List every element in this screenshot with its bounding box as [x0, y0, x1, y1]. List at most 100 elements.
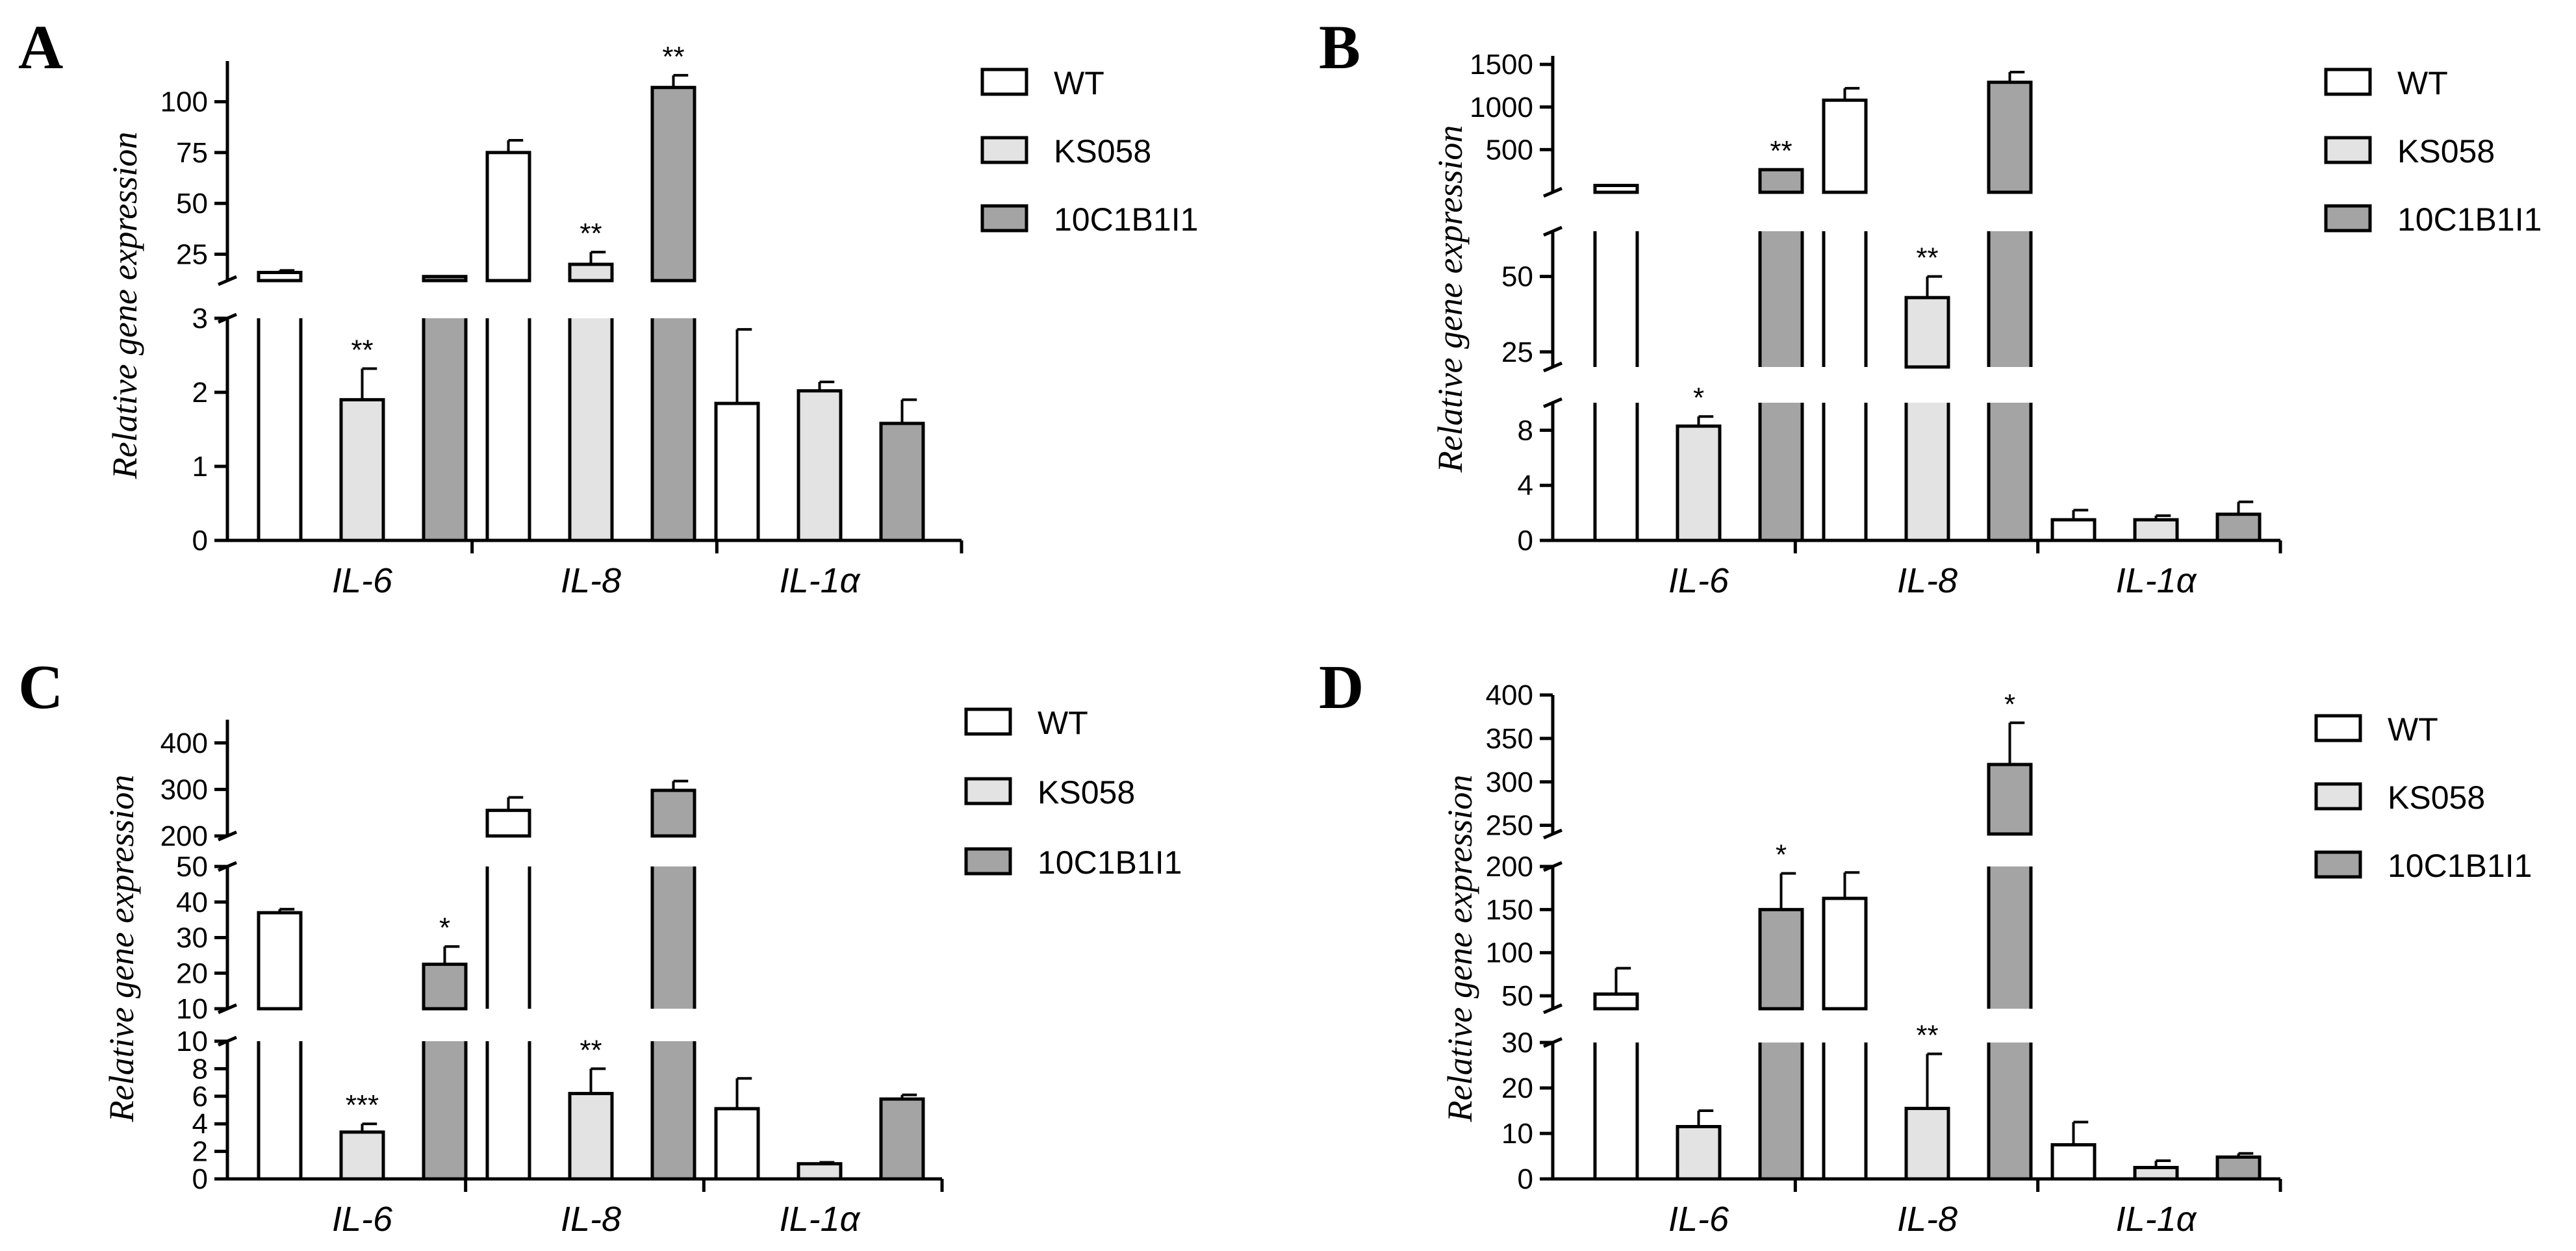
y-tick-label: 20: [1501, 1072, 1533, 1104]
bar-segment: [797, 1162, 843, 1181]
legend-item-WT: WT: [2314, 711, 2438, 748]
y-tick-label: 100: [1486, 937, 1533, 969]
bar-10C1B1I1-IL-1α: [2215, 500, 2262, 542]
panel-B: B Relative gene expression 0 4 8 25 50 500 1000 1…: [1319, 12, 2542, 600]
x-tick-label: IL-8: [1897, 561, 1958, 600]
y-tick-label: 50: [1501, 261, 1533, 293]
significance-label: *: [439, 912, 450, 944]
axis-break-mark: [1543, 1003, 1562, 1015]
y-tick-label: 0: [1518, 525, 1533, 557]
bar-10C1B1I1-IL-8: [1987, 70, 2033, 542]
bar-segment: [1822, 98, 1868, 194]
axis-break-mark: [1543, 186, 1562, 198]
legend-item-KS058: KS058: [980, 133, 1151, 170]
legend-label: KS058: [1054, 133, 1151, 170]
legend-item-WT: WT: [980, 65, 1104, 101]
bar-WT-IL-6: [257, 907, 303, 1181]
bar-KS058-IL-6: [339, 367, 385, 542]
bar-segment: [1758, 907, 1804, 1011]
panel-letter: D: [1319, 652, 1364, 722]
y-tick-label: 1: [192, 451, 208, 483]
bar-segment-fill: [652, 318, 695, 540]
y-tick-label: 75: [176, 137, 208, 169]
bar-segment: [1987, 763, 2033, 836]
y-tick-label: 400: [1486, 679, 1533, 711]
y-tick-label: 4: [192, 1108, 208, 1140]
bar-KS058-IL-6: [1676, 415, 1722, 542]
panel-A: A Relative gene expression 0 1 2 3 25 50 75 100 IL…: [18, 12, 1198, 600]
bar-segment: [2215, 1155, 2262, 1181]
y-tick-label: 8: [1518, 414, 1533, 446]
bar-segment-fill: [1989, 1042, 2031, 1179]
axis-break-mark: [218, 861, 237, 872]
legend-swatch: [964, 847, 1012, 876]
bar-segment-fill: [1824, 231, 1866, 367]
panel-letter: A: [18, 12, 63, 82]
x-tick-label: IL-6: [332, 1200, 393, 1239]
legend-swatch: [2314, 714, 2362, 742]
bar-segment-fill: [1760, 231, 1802, 367]
y-tick-label: 200: [1486, 851, 1533, 883]
y-tick-label: 10: [176, 1026, 208, 1057]
bar-segment: [797, 389, 843, 542]
bar-segment: [257, 911, 303, 1011]
y-tick-label: 40: [176, 887, 208, 918]
x-tick-label: IL-1α: [780, 1200, 861, 1239]
bar-segment: [485, 809, 531, 838]
bar-segment-fill: [570, 318, 612, 540]
x-tick-label: IL-8: [1897, 1200, 1958, 1239]
legend-swatch: [2324, 204, 2372, 233]
bar-10C1B1I1-IL-6: [422, 275, 468, 542]
bar-KS058-IL-8: [568, 251, 614, 542]
bar-segment-fill: [487, 866, 529, 1009]
legend-item-10C1B1I1: 10C1B1I1: [964, 844, 1182, 881]
axis-break-mark: [1543, 1037, 1562, 1048]
axis-break-mark: [218, 1003, 237, 1015]
y-tick-label: 50: [1501, 980, 1533, 1012]
bar-segment: [714, 401, 760, 542]
y-axis-label: Relative gene expression: [102, 775, 141, 1123]
bar-segment: [2133, 1166, 2179, 1181]
legend-swatch: [964, 777, 1012, 805]
bar-KS058-IL-8: [568, 1067, 614, 1181]
panel-letter: C: [18, 652, 63, 722]
axis-break-mark: [1543, 397, 1562, 409]
y-tick-label: 30: [1501, 1027, 1533, 1059]
y-tick-label: 8: [192, 1053, 208, 1085]
bar-KS058-IL-6: [339, 1122, 385, 1181]
y-tick-label: 0: [192, 1163, 208, 1195]
axis-break-mark: [218, 830, 237, 842]
y-tick-label: 10: [1501, 1118, 1533, 1150]
y-tick-label: 50: [176, 188, 208, 220]
bar-segment-fill: [1906, 403, 1948, 540]
axis-break-mark: [1543, 361, 1562, 373]
legend-item-KS058: KS058: [2324, 133, 2495, 170]
bar-segment: [1676, 1125, 1722, 1181]
y-tick-label: 200: [160, 820, 208, 852]
y-tick-label: 0: [1518, 1163, 1533, 1195]
bar-segment: [1593, 184, 1639, 194]
bar-segment: [485, 151, 531, 283]
bar-10C1B1I1-IL-6: [422, 945, 468, 1181]
bar-segment: [1758, 168, 1804, 194]
bar-segment-fill: [259, 1041, 301, 1179]
bar-segment: [339, 1130, 385, 1181]
x-tick-label: IL-6: [1668, 1200, 1729, 1239]
bar-segment: [1676, 424, 1722, 542]
bar-segment: [2215, 512, 2262, 542]
y-tick-label: 300: [160, 774, 208, 805]
y-tick-label: 0: [192, 525, 208, 557]
bar-10C1B1I1-IL-8: [1987, 721, 2033, 1181]
bar-segment: [339, 398, 385, 542]
bar-segment: [2050, 518, 2097, 542]
legend-item-WT: WT: [2324, 65, 2448, 101]
legend-swatch: [964, 707, 1012, 736]
bar-segment: [422, 275, 468, 283]
x-tick-label: IL-6: [1668, 561, 1729, 600]
x-tick-label: IL-1α: [2116, 1200, 2198, 1239]
bar-segment-fill: [487, 1041, 529, 1179]
axis-break-mark: [218, 312, 237, 324]
legend-label: 10C1B1I1: [2388, 848, 2532, 884]
y-tick-label: 3: [192, 303, 208, 335]
axis-break-mark: [218, 275, 237, 286]
